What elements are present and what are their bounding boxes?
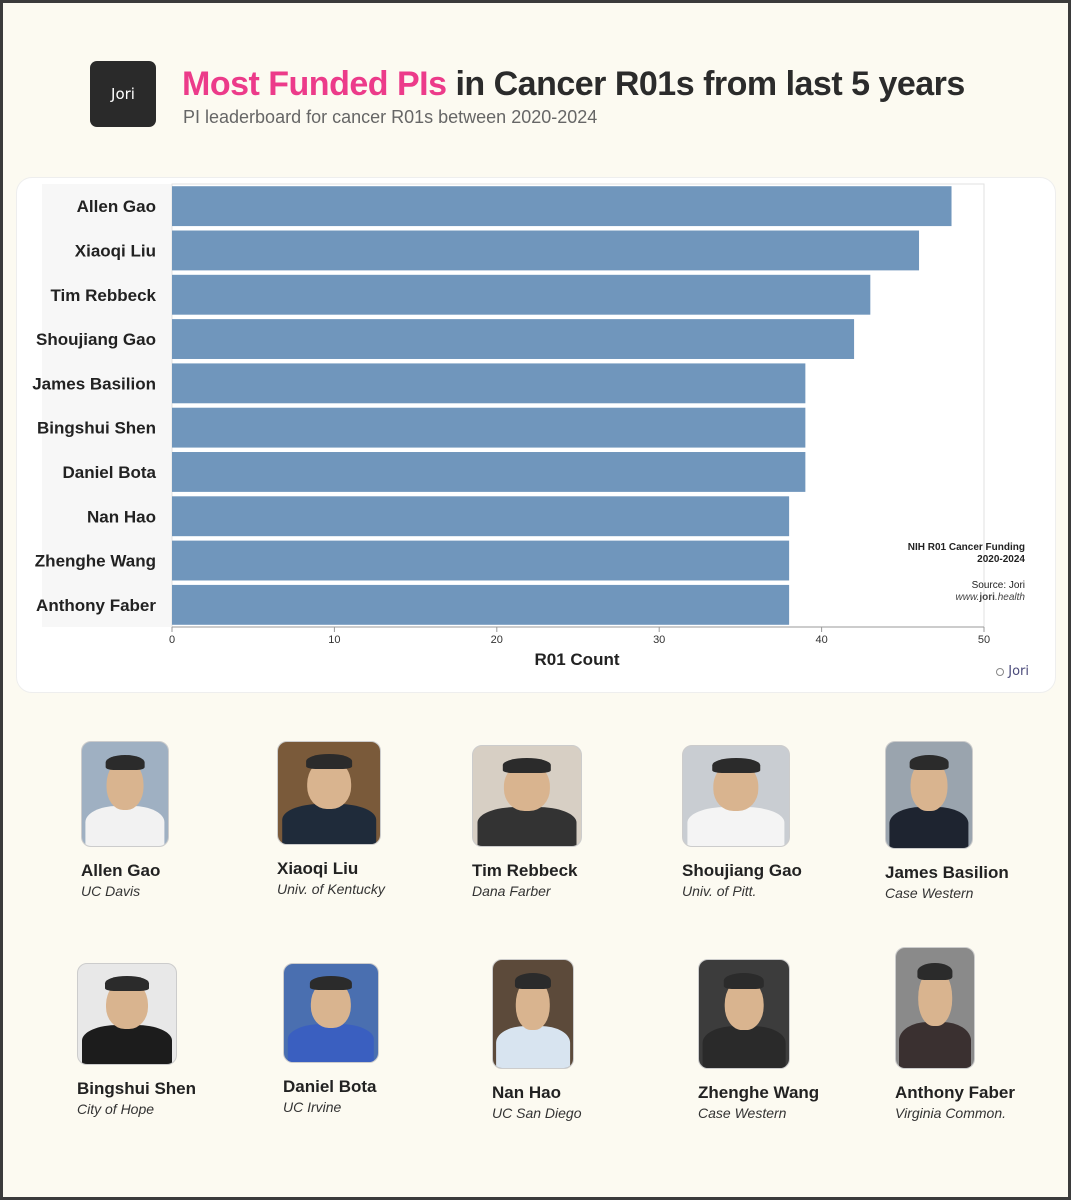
y-tick-label: Zhenghe Wang (35, 552, 156, 571)
legend-source: Source: Jori (971, 580, 1025, 591)
x-axis-label: R01 Count (534, 650, 620, 669)
pi-name: James Basilion (885, 863, 1009, 882)
legend-title-line1: NIH R01 Cancer Funding (907, 542, 1025, 553)
pi-institution: City of Hope (77, 1101, 155, 1117)
pi-institution: Univ. of Kentucky (277, 881, 385, 897)
pi-institution: Virginia Common. (895, 1105, 1007, 1121)
pi-card: Anthony Faber Virginia Common. (895, 947, 1071, 1121)
pi-card: James Basilion Case Western (885, 741, 1071, 901)
y-tick-label: Nan Hao (87, 507, 156, 526)
pi-name: Bingshui Shen (77, 1079, 196, 1098)
title-rest: in Cancer R01s from last 5 years (446, 65, 965, 103)
pi-name: Nan Hao (492, 1083, 561, 1102)
legend-title-line2: 2020-2024 (977, 554, 1025, 565)
logo-text: Jori (111, 85, 135, 103)
y-tick-label: Allen Gao (77, 197, 156, 216)
jori-logo: Jori (90, 61, 156, 127)
y-tick-label: Anthony Faber (36, 596, 156, 615)
pi-card: Bingshui Shen City of Hope (77, 963, 267, 1117)
bar (172, 230, 920, 271)
jori-mark-icon (996, 667, 1005, 676)
pi-name: Tim Rebbeck (472, 861, 578, 880)
chart-card: Allen Gao Xiaoqi Liu Tim Rebbeck Shoujiang … (16, 177, 1056, 693)
pi-institution: UC Irvine (283, 1099, 342, 1115)
page-subtitle: PI leaderboard for cancer R01s between 2… (183, 107, 598, 127)
pi-photo (283, 963, 379, 1063)
pi-name: Anthony Faber (895, 1083, 1015, 1102)
bar-chart: Allen Gao Xiaoqi Liu Tim Rebbeck Shoujiang … (32, 183, 990, 646)
bar (172, 186, 952, 227)
pi-card: Tim Rebbeck Dana Farber (472, 745, 662, 899)
jori-watermark: Jori (996, 664, 1029, 679)
pi-name: Shoujiang Gao (682, 861, 802, 880)
y-label-band (42, 184, 172, 627)
pi-institution: Case Western (698, 1105, 787, 1121)
pi-card: Allen Gao UC Davis (81, 741, 271, 899)
y-tick-label: Bingshui Shen (37, 419, 156, 438)
x-tick-label: 30 (653, 634, 665, 646)
pi-card: Nan Hao UC San Diego (492, 959, 682, 1121)
page: Jori Most Funded PIs in Cancer R01s from… (3, 3, 1068, 1197)
x-tick-label: 50 (978, 634, 990, 646)
x-tick-label: 10 (328, 634, 340, 646)
x-tick-label: 20 (491, 634, 503, 646)
pi-photo (698, 959, 790, 1069)
pi-photo (682, 745, 790, 847)
pi-photo (472, 745, 582, 847)
y-tick-label: Daniel Bota (62, 463, 156, 482)
pi-name: Xiaoqi Liu (277, 859, 359, 878)
pi-institution: Case Western (885, 885, 974, 901)
pi-card: Zhenghe Wang Case Western (698, 959, 888, 1121)
bar (172, 274, 871, 315)
pi-photo (885, 741, 973, 849)
x-tick-label: 40 (815, 634, 827, 646)
pi-card: Shoujiang Gao Univ. of Pitt. (682, 745, 872, 899)
legend-url: www.jori.health (955, 592, 1026, 603)
chart-legend: NIH R01 Cancer Funding 2020-2024 Source:… (908, 542, 1025, 604)
pi-institution: UC Davis (81, 883, 141, 899)
y-tick-label: Tim Rebbeck (50, 286, 156, 305)
bar (172, 452, 806, 492)
pi-photo (277, 741, 381, 845)
pi-photo (895, 947, 975, 1069)
pi-name: Allen Gao (81, 861, 161, 880)
bar (172, 584, 790, 625)
bar (172, 319, 855, 359)
pi-card: Daniel Bota UC Irvine (283, 963, 473, 1115)
page-title: Most Funded PIs in Cancer R01s from last… (182, 65, 965, 104)
y-tick-label: Shoujiang Gao (36, 330, 156, 349)
y-tick-label: James Basilion (32, 374, 156, 393)
pi-card: Xiaoqi Liu Univ. of Kentucky (277, 741, 467, 897)
bar (172, 363, 806, 404)
pi-name: Zhenghe Wang (698, 1083, 820, 1102)
y-tick-label: Xiaoqi Liu (75, 241, 156, 260)
pi-photo (492, 959, 574, 1069)
pi-name: Daniel Bota (283, 1077, 377, 1096)
title-highlight: Most Funded PIs (182, 65, 447, 103)
bar (172, 407, 806, 448)
pi-photo (81, 741, 169, 847)
pi-institution: UC San Diego (492, 1105, 582, 1121)
bar (172, 496, 790, 537)
pi-institution: Univ. of Pitt. (682, 883, 757, 899)
bar (172, 540, 790, 581)
x-tick-label: 0 (169, 634, 175, 646)
pi-photo (77, 963, 177, 1065)
pi-institution: Dana Farber (472, 883, 551, 899)
